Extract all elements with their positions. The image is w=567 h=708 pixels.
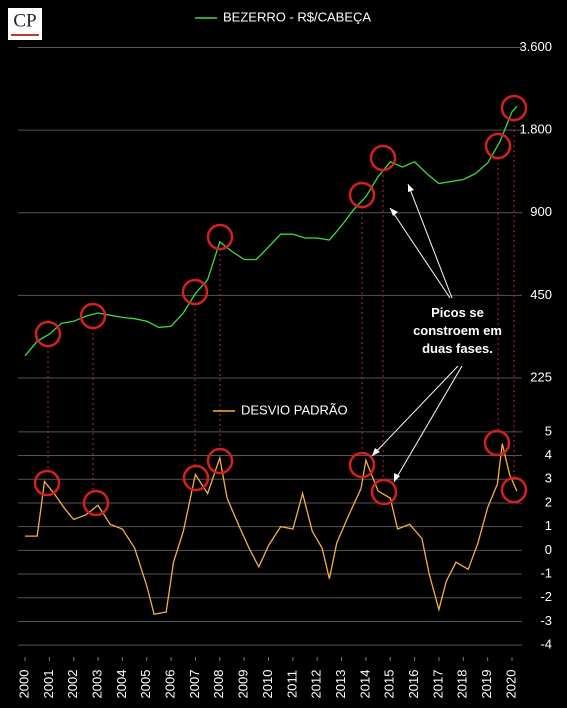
series-line: [25, 443, 518, 616]
x-tick-label: 2006: [163, 670, 178, 699]
x-tick-label: 2019: [479, 670, 494, 699]
logo: CP: [8, 8, 42, 40]
y-tick-label: -2: [540, 589, 552, 604]
legend-label: DESVIO PADRÃO: [241, 402, 348, 417]
x-tick-label: 2013: [333, 670, 348, 699]
x-tick-label: 2010: [260, 670, 275, 699]
y-tick-label: 0: [545, 542, 552, 557]
x-tick-label: 2001: [41, 670, 56, 699]
x-tick-label: 2017: [430, 670, 445, 699]
y-tick-label: 5: [545, 423, 552, 438]
x-tick-label: 2000: [16, 670, 31, 699]
annotation-box: Picos se constroem em duas fases.: [413, 305, 502, 356]
y-tick-label: 225: [530, 369, 552, 384]
x-tick-label: 2015: [382, 670, 397, 699]
x-tick-label: 2003: [89, 670, 104, 699]
x-tick-label: 2012: [309, 670, 324, 699]
y-tick-label: -1: [540, 565, 552, 580]
x-tick-label: 2004: [114, 670, 129, 699]
x-tick-label: 2007: [187, 670, 202, 699]
x-tick-label: 2005: [138, 670, 153, 699]
legend-label: BEZERRO - R$/CABEÇA: [223, 9, 371, 24]
y-tick-label: 3.600: [519, 39, 552, 54]
x-tick-label: 2020: [503, 670, 518, 699]
y-tick-label: -3: [540, 613, 552, 628]
y-tick-label: 900: [530, 204, 552, 219]
x-tick-label: 2014: [357, 670, 372, 699]
x-tick-label: 2008: [211, 670, 226, 699]
series-line: [24, 105, 518, 357]
y-tick-label: 3: [545, 471, 552, 486]
y-tick-label: 1.800: [519, 122, 552, 137]
x-tick-label: 2009: [236, 670, 251, 699]
x-tick-label: 2016: [406, 670, 421, 699]
x-tick-label: 2002: [65, 670, 80, 699]
y-tick-label: -4: [540, 637, 552, 652]
y-tick-label: 4: [545, 447, 552, 462]
svg-text:CP: CP: [13, 10, 36, 31]
y-tick-label: 2: [545, 494, 552, 509]
annotations: [33, 94, 528, 517]
y-tick-label: 1: [545, 518, 552, 533]
x-tick-label: 2011: [284, 670, 299, 698]
annotation: Picos se constroem em duas fases.: [413, 305, 502, 356]
y-tick-label: 450: [530, 287, 552, 302]
x-tick-label: 2018: [455, 670, 470, 699]
